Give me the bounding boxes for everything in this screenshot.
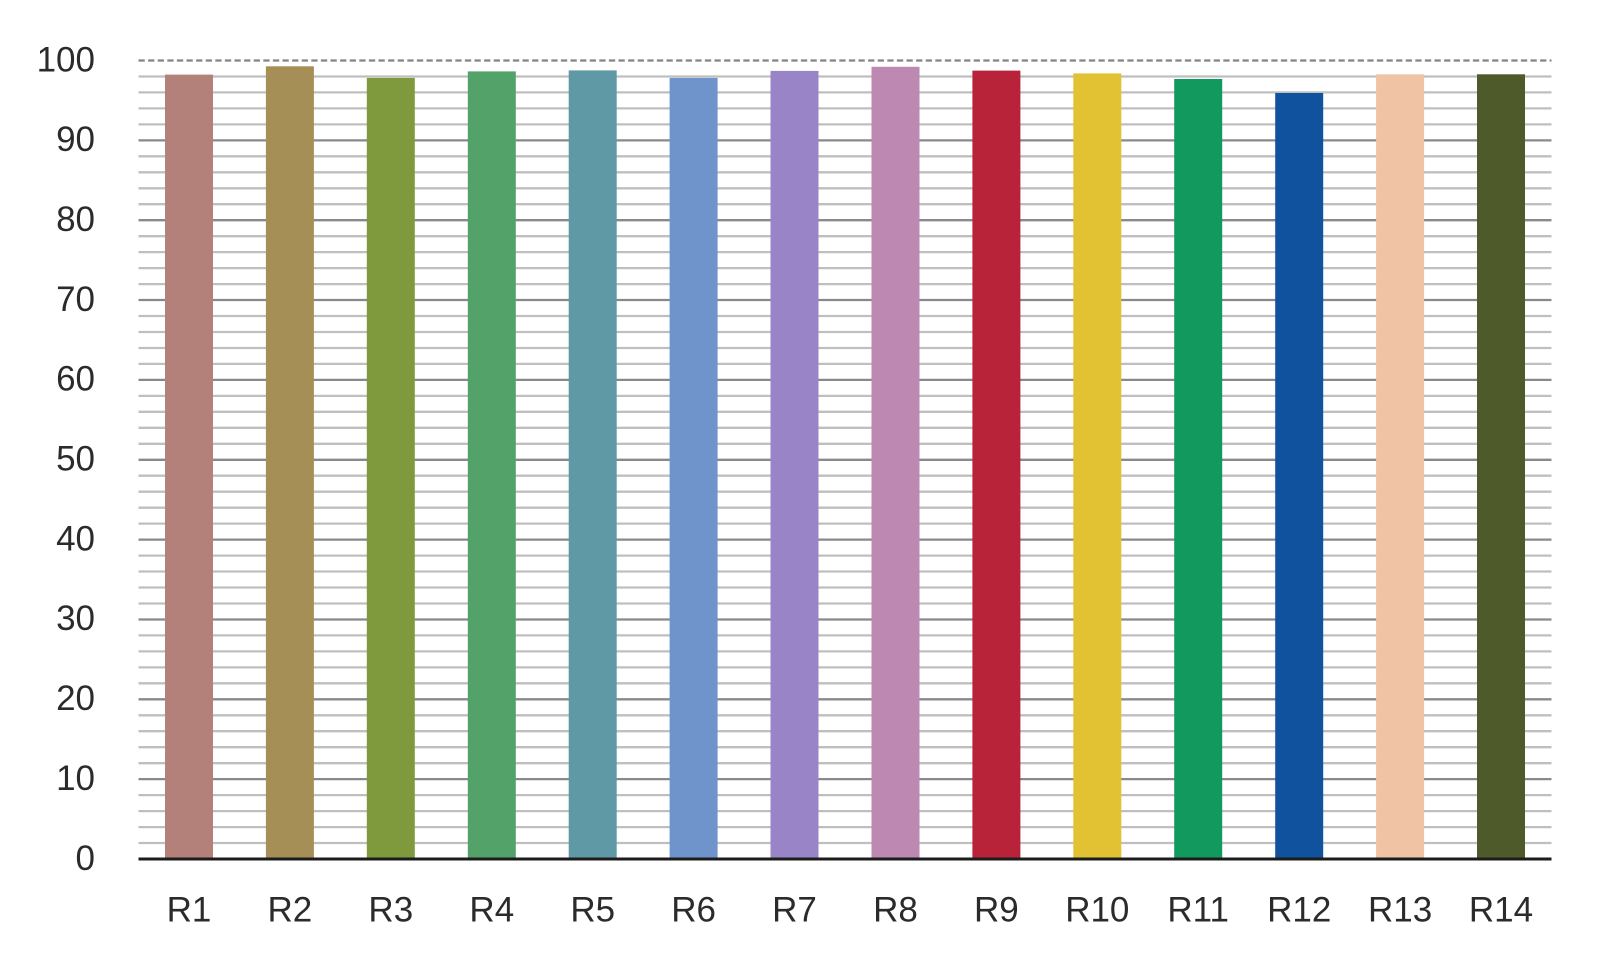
svg-text:R8: R8 [873,891,918,930]
svg-text:10: 10 [56,759,95,798]
svg-text:R9: R9 [974,891,1019,930]
svg-text:R3: R3 [368,891,413,930]
svg-text:R1: R1 [167,891,212,930]
svg-text:R11: R11 [1167,891,1229,930]
svg-text:R4: R4 [469,891,514,930]
svg-text:R14: R14 [1469,891,1533,930]
svg-text:R6: R6 [671,891,716,930]
svg-text:R7: R7 [772,891,817,930]
svg-text:0: 0 [76,839,95,878]
svg-text:70: 70 [56,280,95,319]
svg-text:80: 80 [56,200,95,239]
svg-text:R2: R2 [268,891,313,930]
svg-text:R10: R10 [1065,891,1129,930]
svg-text:50: 50 [56,440,95,479]
svg-text:30: 30 [56,599,95,638]
svg-text:40: 40 [56,519,95,558]
svg-text:R13: R13 [1368,891,1432,930]
svg-text:60: 60 [56,360,95,399]
svg-text:100: 100 [37,40,95,79]
svg-text:20: 20 [56,679,95,718]
svg-text:R5: R5 [570,891,615,930]
svg-text:90: 90 [56,120,95,159]
svg-text:R12: R12 [1267,891,1331,930]
